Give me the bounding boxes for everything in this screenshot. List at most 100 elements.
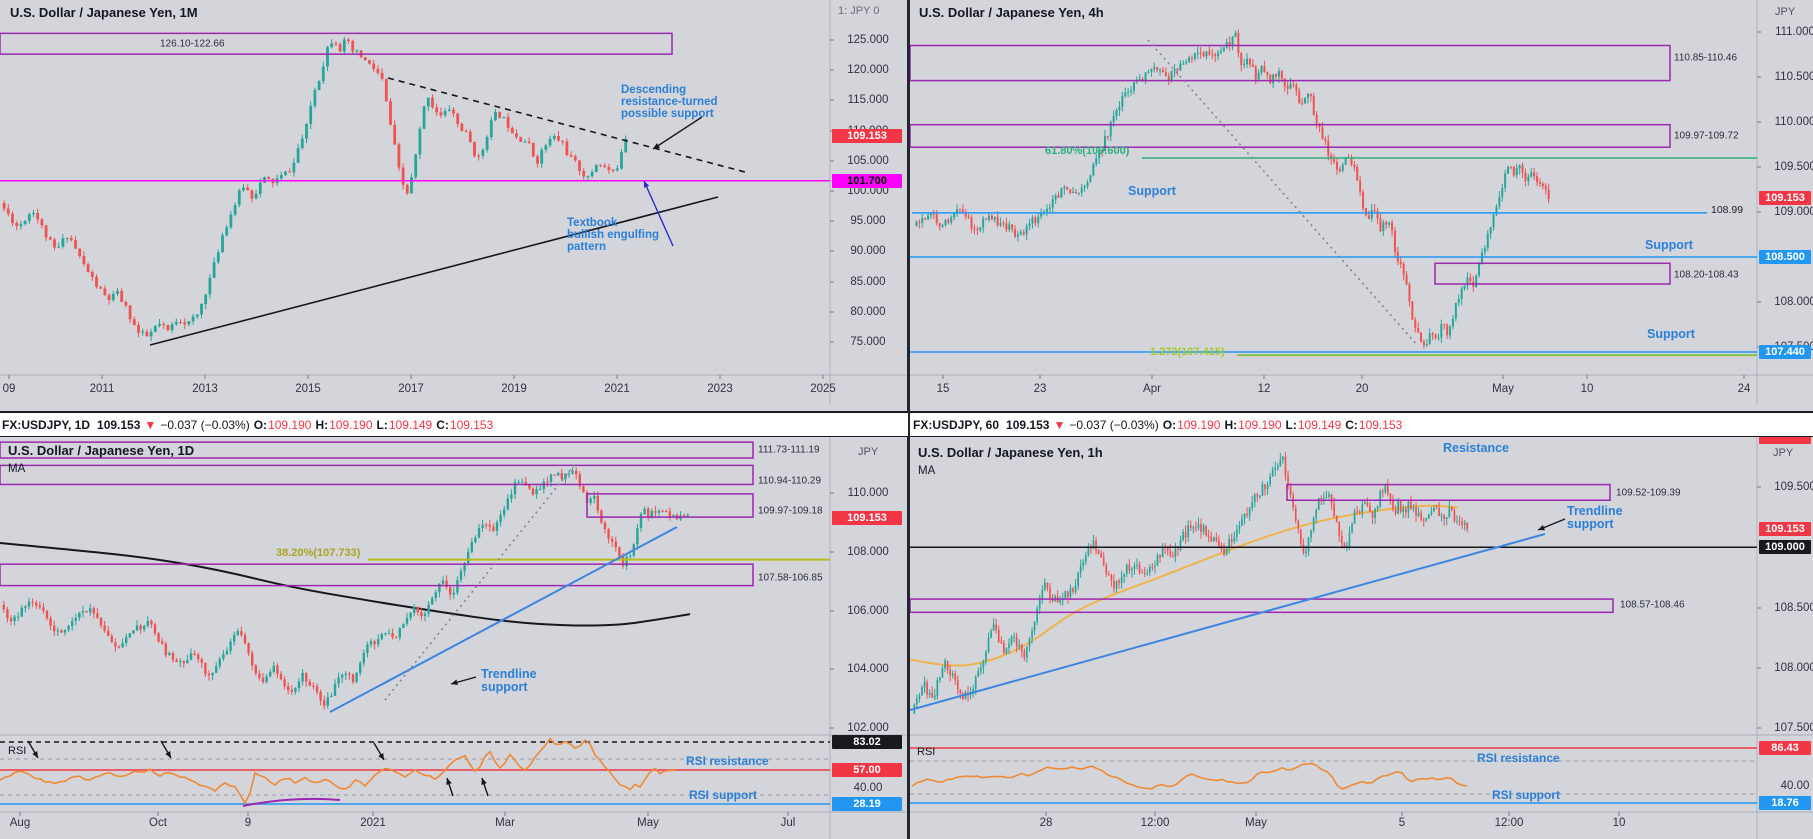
candle <box>1022 232 1025 235</box>
arrowhead-icon <box>451 679 458 686</box>
candle <box>449 587 452 595</box>
candle <box>1136 564 1138 566</box>
candle <box>1123 573 1126 577</box>
candle <box>1362 191 1365 209</box>
ma-indicator-label[interactable]: MA <box>8 463 26 475</box>
candle <box>426 97 430 107</box>
candle <box>1428 333 1431 344</box>
candle <box>468 131 472 142</box>
candle <box>1283 78 1286 87</box>
candle <box>121 643 124 648</box>
candle <box>1067 591 1069 597</box>
candle <box>1128 564 1131 571</box>
candle <box>40 219 44 226</box>
last-price: 109.153 <box>1006 417 1050 432</box>
candle <box>117 646 121 648</box>
candle <box>391 633 394 638</box>
candle <box>1038 598 1041 609</box>
candle <box>1054 195 1057 200</box>
candle <box>1518 165 1521 169</box>
trend-line <box>387 77 746 173</box>
price-axis-header[interactable]: JPY <box>1775 6 1796 18</box>
candle <box>212 262 216 278</box>
candle <box>1109 122 1112 137</box>
candle <box>1161 69 1164 73</box>
candle <box>409 612 412 618</box>
candle <box>1315 509 1318 518</box>
candle <box>1451 318 1454 327</box>
candle <box>1187 525 1190 538</box>
candle <box>629 555 632 557</box>
candle <box>161 641 164 644</box>
candle <box>1269 74 1272 84</box>
candle <box>1212 537 1215 542</box>
candle <box>423 613 427 617</box>
candle <box>342 39 346 52</box>
candle <box>1184 531 1187 538</box>
candle <box>936 680 939 696</box>
ma-indicator-label[interactable]: MA <box>918 465 936 477</box>
candle <box>1504 173 1507 188</box>
candle <box>355 672 358 683</box>
candle <box>924 218 927 220</box>
candle <box>283 679 286 687</box>
candle <box>1189 525 1192 528</box>
candle <box>1254 66 1257 80</box>
candle <box>15 223 19 226</box>
candle <box>1010 636 1013 644</box>
candle <box>1263 66 1266 73</box>
candle <box>1195 527 1197 529</box>
candle <box>506 498 509 510</box>
candle <box>668 511 671 517</box>
price-axis-header[interactable]: JPY <box>1773 447 1794 459</box>
candle <box>1237 32 1240 53</box>
candle <box>402 623 405 629</box>
close-value: 109.153 <box>1358 417 1403 432</box>
candle <box>625 556 628 567</box>
symbol-status-bar-right[interactable]: FX:USDJPY, 60 109.153 ▼ −0.037 (−0.03%) … <box>910 411 1813 437</box>
candle <box>647 508 650 518</box>
candle <box>1344 157 1347 165</box>
candle <box>250 190 254 199</box>
candle <box>1385 222 1388 225</box>
candle <box>1420 332 1423 342</box>
symbol-name[interactable]: FX:USDJPY, 1D <box>2 417 91 432</box>
candle <box>1182 63 1185 65</box>
symbol-status-bar-left[interactable]: FX:USDJPY, 1D 109.153 ▼ −0.037 (−0.03%) … <box>0 411 908 437</box>
symbol-name[interactable]: FX:USDJPY, 60 <box>913 417 1000 432</box>
candle <box>1127 92 1130 94</box>
price-axis-header[interactable]: JPY <box>858 446 879 458</box>
candle <box>420 612 423 617</box>
candle <box>300 138 304 149</box>
candle <box>1185 61 1188 64</box>
candle <box>90 272 94 277</box>
candle <box>1420 512 1423 520</box>
candle <box>1005 647 1008 653</box>
candle <box>982 660 985 668</box>
candle <box>1340 535 1343 544</box>
candle <box>502 117 506 119</box>
supply-demand-zone <box>586 493 754 518</box>
candle <box>1199 52 1202 54</box>
candle <box>1461 521 1463 525</box>
candle <box>1333 159 1336 162</box>
candle <box>1008 643 1010 648</box>
candle <box>1366 502 1369 506</box>
candle <box>107 630 110 637</box>
candle <box>1404 508 1407 513</box>
candle <box>1475 275 1478 287</box>
candle <box>548 138 552 146</box>
candle <box>216 252 220 263</box>
candle <box>657 510 661 513</box>
candle <box>344 673 347 675</box>
candle <box>1483 248 1486 253</box>
candle <box>1417 328 1420 333</box>
candle <box>1200 524 1202 533</box>
candle <box>1388 222 1391 225</box>
price-axis-header[interactable]: 1: JPY 0 <box>838 5 880 17</box>
candle <box>1292 84 1295 86</box>
high-value: 109.190 <box>329 417 373 432</box>
candle <box>315 686 319 692</box>
candle <box>1410 501 1412 509</box>
